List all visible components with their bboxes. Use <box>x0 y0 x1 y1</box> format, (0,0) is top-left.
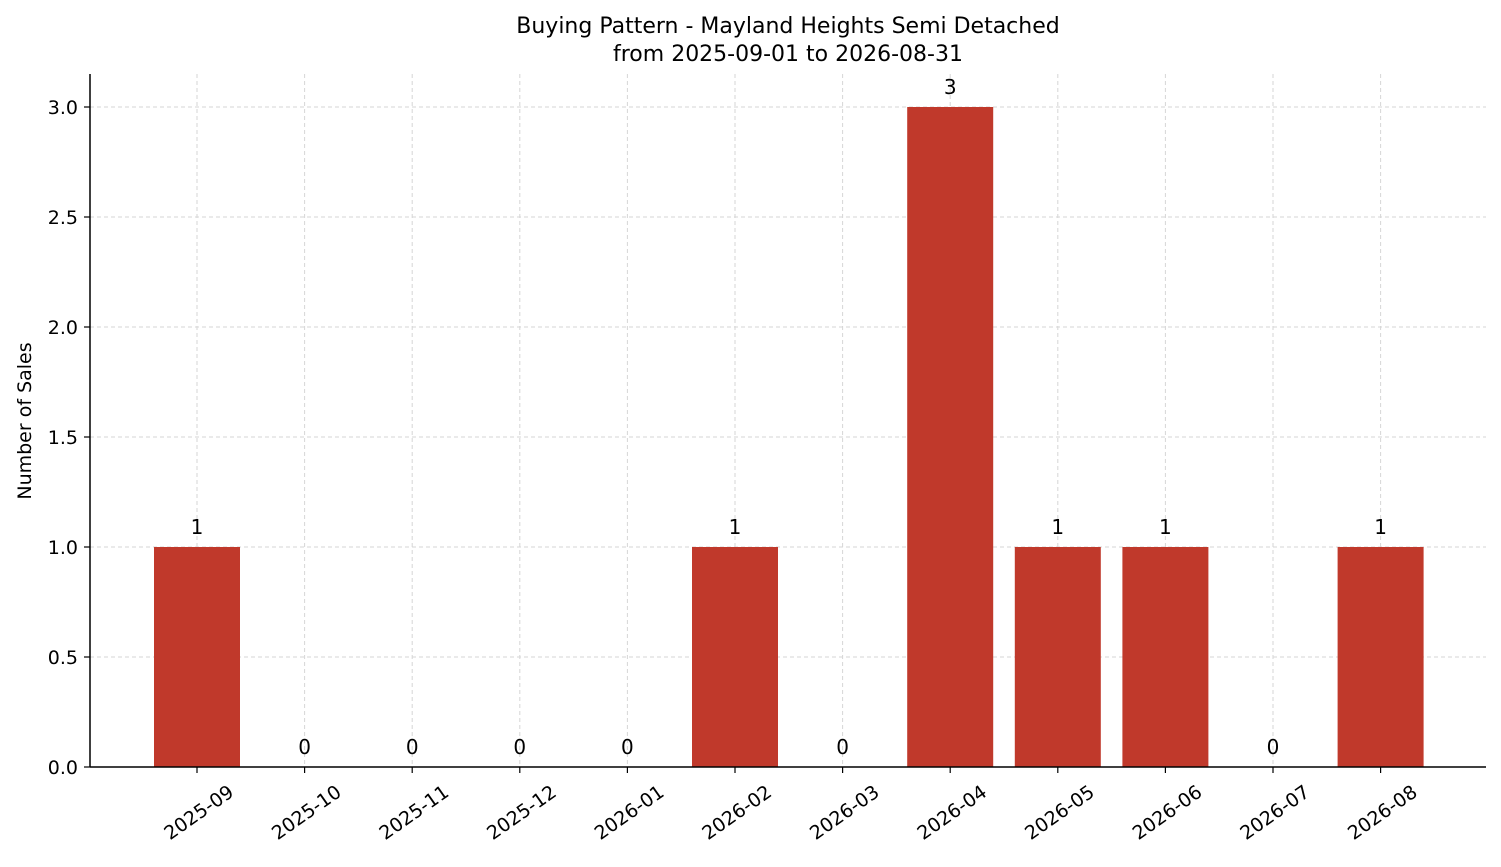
x-tick-label: 2026-06 <box>1129 781 1207 845</box>
y-tick-label: 2.5 <box>48 207 78 229</box>
x-tick-label: 2026-05 <box>1021 781 1099 845</box>
x-tick-label: 2025-11 <box>375 781 453 845</box>
x-tick-label: 2026-08 <box>1344 781 1422 845</box>
y-axis-label: Number of Sales <box>14 342 36 499</box>
data-label: 0 <box>513 735 526 759</box>
data-label: 1 <box>729 515 742 539</box>
data-label: 0 <box>406 735 419 759</box>
x-tick-label: 2026-03 <box>806 781 884 845</box>
bars <box>154 107 1424 767</box>
y-tick-label: 0.0 <box>48 757 78 779</box>
y-tick-label: 2.0 <box>48 317 78 339</box>
data-label: 1 <box>1374 515 1387 539</box>
y-tick-label: 0.5 <box>48 647 78 669</box>
y-tick-label: 1.0 <box>48 537 78 559</box>
x-tick-label: 2025-09 <box>160 781 238 845</box>
data-label: 0 <box>1267 735 1280 759</box>
data-label: 0 <box>621 735 634 759</box>
grid <box>90 74 1486 767</box>
chart-subtitle: from 2025-09-01 to 2026-08-31 <box>613 42 963 67</box>
data-label: 0 <box>836 735 849 759</box>
bar <box>154 547 240 767</box>
bar <box>907 107 994 767</box>
x-tick-label: 2025-10 <box>268 781 346 845</box>
x-tick-label: 2026-07 <box>1236 781 1314 845</box>
bar <box>1337 547 1424 767</box>
chart-title: Buying Pattern - Mayland Heights Semi De… <box>516 14 1059 39</box>
data-label: 0 <box>298 735 311 759</box>
bar <box>1122 547 1209 767</box>
data-label: 1 <box>191 515 204 539</box>
x-tick-label: 2026-01 <box>591 781 669 845</box>
bar <box>1014 547 1101 767</box>
y-tick-label: 1.5 <box>48 427 78 449</box>
data-labels: 1 0 0 0 0 1 0 3 1 1 0 1 <box>191 75 1387 759</box>
x-tick-label: 2026-04 <box>913 781 991 845</box>
data-label: 1 <box>1159 515 1172 539</box>
bar <box>692 547 778 767</box>
data-label: 3 <box>944 75 957 99</box>
y-tick-label: 3.0 <box>48 97 78 119</box>
data-label: 1 <box>1051 515 1064 539</box>
x-tick-label: 2026-02 <box>698 781 776 845</box>
x-tick-label: 2025-12 <box>483 781 561 845</box>
